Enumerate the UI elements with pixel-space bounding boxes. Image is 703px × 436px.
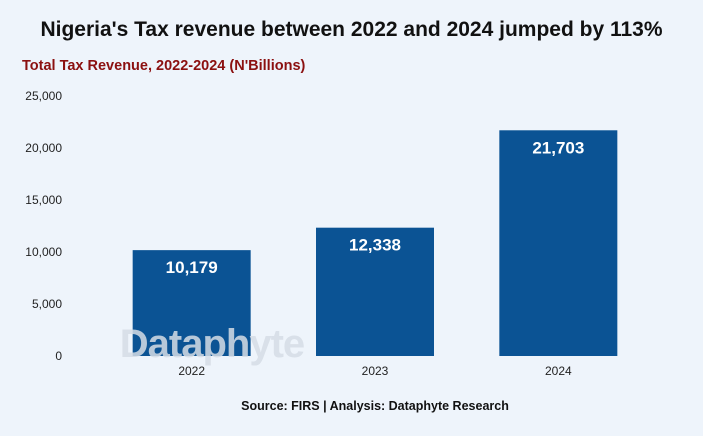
- x-tick-label: 2023: [362, 364, 389, 378]
- bar-2023: [316, 227, 434, 356]
- chart-subtitle: Total Tax Revenue, 2022-2024 (N'Billions…: [22, 58, 306, 74]
- data-label: 21,703: [532, 138, 584, 157]
- y-tick-label: 25,000: [25, 89, 62, 103]
- y-tick-label: 10,000: [25, 245, 62, 259]
- x-tick-label: 2022: [178, 364, 205, 378]
- watermark-logo: Dataphyte: [120, 322, 304, 366]
- x-tick-label: 2024: [545, 364, 572, 378]
- bar-2024: [499, 130, 618, 356]
- y-tick-label: 20,000: [25, 141, 62, 155]
- y-tick-label: 15,000: [25, 193, 62, 207]
- data-label: 12,338: [349, 236, 401, 255]
- chart-title: Nigeria's Tax revenue between 2022 and 2…: [40, 18, 663, 41]
- bar-2022: [132, 250, 251, 356]
- data-label: 10,179: [166, 258, 218, 277]
- y-tick-label: 0: [55, 349, 62, 363]
- y-tick-label: 5,000: [32, 297, 62, 311]
- source-note: Source: FIRS | Analysis: Dataphyte Resea…: [241, 399, 509, 413]
